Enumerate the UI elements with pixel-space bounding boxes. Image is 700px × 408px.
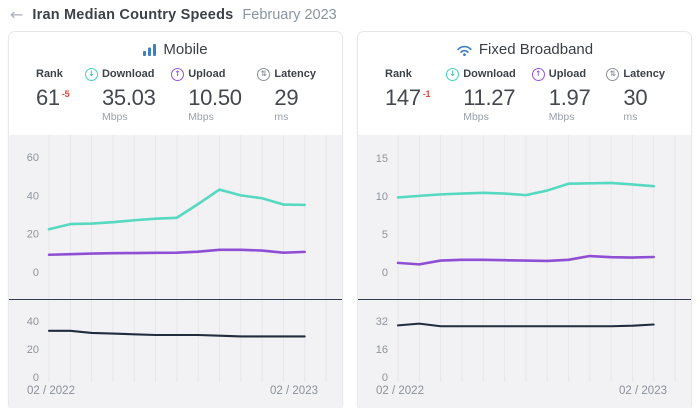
stat-download: ↓ Download 35.03 Mbps bbox=[84, 67, 156, 124]
fixed-latency-chart: 32 16 0 bbox=[358, 299, 691, 383]
upload-label: Upload bbox=[548, 68, 587, 80]
svg-text:32: 32 bbox=[376, 316, 388, 328]
download-value: 35.03 bbox=[101, 85, 156, 110]
svg-text:16: 16 bbox=[376, 344, 388, 356]
stat-upload: ↑ Upload 1.97 Mbps bbox=[531, 67, 591, 124]
signal-bars-icon bbox=[143, 43, 157, 56]
fixed-speed-chart: 15 10 5 0 bbox=[358, 135, 691, 300]
mobile-card: Mobile Rank 61 -5 ↓ Download 35.03 Mbps ↑… bbox=[8, 31, 343, 408]
stat-latency: ⇅ Latency 29 ms bbox=[257, 67, 316, 123]
fixed-x-axis-labels: 02 / 2022 02 / 2023 bbox=[358, 382, 691, 408]
upload-unit: Mbps bbox=[548, 111, 575, 124]
mobile-card-header: Mobile bbox=[9, 32, 342, 65]
svg-text:40: 40 bbox=[27, 316, 39, 328]
download-label: Download bbox=[101, 68, 155, 80]
latency-value: 29 bbox=[274, 85, 299, 110]
latency-icon: ⇅ bbox=[257, 67, 271, 81]
upload-icon: ↑ bbox=[171, 67, 185, 81]
mobile-stats: Rank 61 -5 ↓ Download 35.03 Mbps ↑ Upload… bbox=[9, 65, 342, 135]
download-icon: ↓ bbox=[84, 67, 98, 81]
svg-text:0: 0 bbox=[382, 372, 388, 382]
upload-value: 10.50 bbox=[188, 85, 242, 110]
latency-unit: ms bbox=[623, 111, 638, 124]
cards-row: Mobile Rank 61 -5 ↓ Download 35.03 Mbps ↑… bbox=[0, 29, 700, 408]
rank-unit bbox=[385, 111, 430, 123]
upload-label: Upload bbox=[188, 68, 226, 80]
svg-text:15: 15 bbox=[376, 153, 388, 165]
page-subtitle: February 2023 bbox=[242, 7, 337, 23]
x-start-label: 02 / 2022 bbox=[27, 385, 75, 398]
back-arrow-icon[interactable]: ← bbox=[10, 5, 24, 24]
svg-text:0: 0 bbox=[33, 267, 39, 279]
stat-upload: ↑ Upload 10.50 Mbps bbox=[171, 67, 242, 123]
rank-value: 61 -5 bbox=[36, 85, 70, 110]
upload-value: 1.97 bbox=[548, 85, 591, 110]
x-end-label: 02 / 2023 bbox=[270, 385, 318, 398]
fixed-card-header: Fixed Broadband bbox=[358, 32, 691, 65]
stat-rank: Rank 147 -1 bbox=[385, 67, 431, 123]
fixed-charts: 15 10 5 0 32 16 0 02 / 2022 02 / 2023 bbox=[358, 135, 691, 408]
mobile-latency-chart: 40 20 0 bbox=[9, 299, 342, 383]
fixed-stats: Rank 147 -1 ↓ Download 11.27 Mbps ↑ Uploa… bbox=[358, 65, 691, 135]
download-unit: Mbps bbox=[101, 111, 128, 124]
latency-label: Latency bbox=[274, 68, 316, 80]
x-start-label: 02 / 2022 bbox=[376, 385, 424, 398]
rank-label: Rank bbox=[36, 68, 63, 80]
download-icon: ↓ bbox=[446, 67, 460, 81]
rank-value: 147 -1 bbox=[385, 85, 431, 110]
download-value: 11.27 bbox=[463, 85, 516, 110]
fixed-broadband-card: Fixed Broadband Rank 147 -1 ↓ Download 11… bbox=[357, 31, 692, 408]
latency-label: Latency bbox=[623, 68, 665, 80]
svg-text:60: 60 bbox=[27, 152, 39, 164]
download-label: Download bbox=[463, 68, 516, 80]
svg-text:20: 20 bbox=[27, 229, 39, 241]
upload-icon: ↑ bbox=[531, 67, 545, 81]
stat-latency: ⇅ Latency 30 ms bbox=[606, 67, 665, 123]
latency-value: 30 bbox=[623, 85, 648, 110]
svg-text:40: 40 bbox=[27, 190, 39, 202]
page-title: Iran Median Country Speeds bbox=[32, 7, 234, 23]
rank-delta-badge: -5 bbox=[61, 88, 70, 99]
rank-label: Rank bbox=[385, 68, 412, 80]
svg-text:20: 20 bbox=[27, 344, 39, 356]
upload-unit: Mbps bbox=[188, 111, 214, 124]
download-unit: Mbps bbox=[463, 111, 489, 124]
svg-text:10: 10 bbox=[376, 191, 388, 203]
mobile-speed-chart: 60 40 20 0 bbox=[9, 135, 342, 300]
stat-download: ↓ Download 11.27 Mbps bbox=[446, 67, 516, 123]
wifi-icon bbox=[457, 45, 472, 56]
rank-delta-badge: -1 bbox=[422, 88, 431, 99]
svg-text:5: 5 bbox=[382, 229, 388, 241]
card-title-label: Fixed Broadband bbox=[478, 41, 594, 58]
mobile-charts: 60 40 20 0 40 20 0 02 / 2022 02 / 2023 bbox=[9, 135, 342, 408]
x-end-label: 02 / 2023 bbox=[619, 385, 667, 398]
rank-unit bbox=[36, 111, 69, 123]
card-title-label: Mobile bbox=[163, 41, 208, 58]
svg-text:0: 0 bbox=[33, 372, 39, 382]
stat-rank: Rank 61 -5 bbox=[36, 67, 70, 123]
mobile-x-axis-labels: 02 / 2022 02 / 2023 bbox=[9, 382, 342, 408]
latency-icon: ⇅ bbox=[606, 67, 620, 81]
page-header: ← Iran Median Country Speeds February 20… bbox=[0, 0, 700, 29]
latency-unit: ms bbox=[274, 111, 289, 124]
svg-text:0: 0 bbox=[382, 267, 388, 279]
